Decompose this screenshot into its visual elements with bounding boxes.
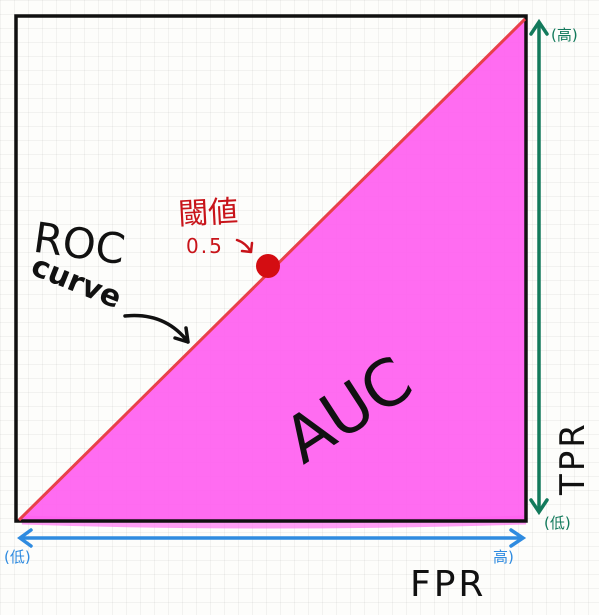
fpr-low-label: (低) bbox=[4, 548, 31, 566]
threshold-dot bbox=[256, 254, 280, 278]
tpr-low-label: (低) bbox=[544, 514, 571, 532]
tpr-arrow-top-head-icon bbox=[529, 18, 549, 36]
threshold-arrow-icon bbox=[235, 238, 254, 254]
fpr-axis-title: FPR bbox=[410, 564, 486, 605]
plot-box bbox=[14, 14, 528, 523]
threshold-title: 閾値 bbox=[177, 194, 239, 232]
threshold-value: 0.5 bbox=[186, 234, 224, 258]
tpr-high-label: (高) bbox=[551, 26, 578, 44]
fpr-high-label: 高) bbox=[493, 548, 514, 566]
tpr-arrow-bottom-head-icon bbox=[529, 498, 549, 516]
fpr-arrow-right-head-icon bbox=[509, 528, 527, 548]
roc-label-arrow-icon bbox=[123, 313, 190, 344]
tpr-axis-title: TPR bbox=[553, 421, 593, 496]
fpr-arrow-left-head-icon bbox=[17, 528, 33, 548]
